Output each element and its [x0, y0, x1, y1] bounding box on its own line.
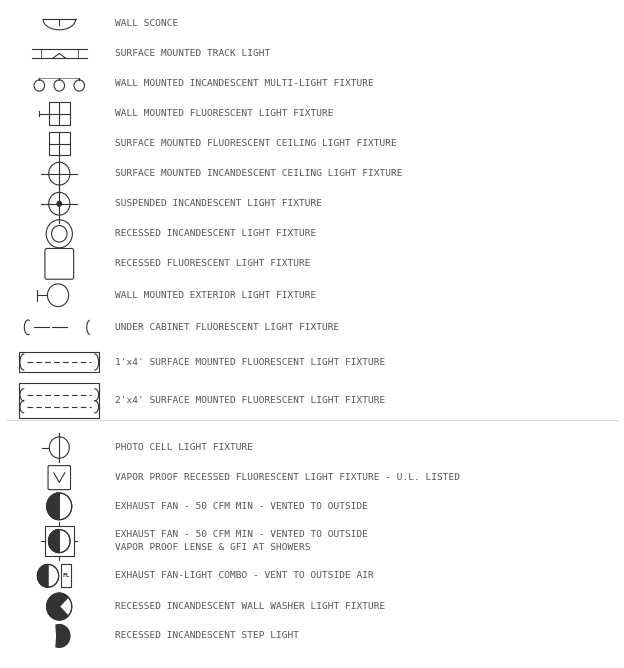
Polygon shape — [47, 493, 59, 520]
Circle shape — [49, 530, 70, 552]
Bar — [61, 564, 71, 587]
Text: SURFACE MOUNTED FLUORESCENT CEILING LIGHT FIXTURE: SURFACE MOUNTED FLUORESCENT CEILING LIGH… — [115, 139, 397, 148]
Text: UNDER CABINET FLUORESCENT LIGHT FIXTURE: UNDER CABINET FLUORESCENT LIGHT FIXTURE — [115, 323, 339, 332]
Text: SUSPENDED INCANDESCENT LIGHT FIXTURE: SUSPENDED INCANDESCENT LIGHT FIXTURE — [115, 199, 323, 208]
Text: WALL SCONCE: WALL SCONCE — [115, 19, 178, 28]
Circle shape — [47, 593, 72, 620]
Circle shape — [47, 493, 72, 520]
Text: RECESSED INCANDESCENT WALL WASHER LIGHT FIXTURE: RECESSED INCANDESCENT WALL WASHER LIGHT … — [115, 602, 386, 611]
Text: WALL MOUNTED EXTERIOR LIGHT FIXTURE: WALL MOUNTED EXTERIOR LIGHT FIXTURE — [115, 291, 317, 300]
Text: EXHAUST FAN-LIGHT COMBO - VENT TO OUTSIDE AIR: EXHAUST FAN-LIGHT COMBO - VENT TO OUTSID… — [115, 571, 374, 580]
Circle shape — [57, 201, 62, 206]
Bar — [49, 102, 70, 125]
Text: RECESSED INCANDESCENT LIGHT FIXTURE: RECESSED INCANDESCENT LIGHT FIXTURE — [115, 229, 317, 238]
Text: WALL MOUNTED FLUORESCENT LIGHT FIXTURE: WALL MOUNTED FLUORESCENT LIGHT FIXTURE — [115, 109, 334, 118]
Text: FL: FL — [62, 573, 70, 578]
Text: VAPOR PROOF RECESSED FLUORESCENT LIGHT FIXTURE - U.L. LISTED: VAPOR PROOF RECESSED FLUORESCENT LIGHT F… — [115, 473, 461, 482]
Text: EXHAUST FAN - 50 CFM MIN - VENTED TO OUTSIDE
VAPOR PROOF LENSE & GFI AT SHOWERS: EXHAUST FAN - 50 CFM MIN - VENTED TO OUT… — [115, 530, 368, 552]
Text: RECESSED FLUORESCENT LIGHT FIXTURE: RECESSED FLUORESCENT LIGHT FIXTURE — [115, 259, 311, 269]
Text: 1'x4' SURFACE MOUNTED FLUORESCENT LIGHT FIXTURE: 1'x4' SURFACE MOUNTED FLUORESCENT LIGHT … — [115, 357, 386, 367]
Text: PHOTO CELL LIGHT FIXTURE: PHOTO CELL LIGHT FIXTURE — [115, 443, 253, 452]
Bar — [19, 383, 99, 418]
Text: RECESSED INCANDESCENT STEP LIGHT: RECESSED INCANDESCENT STEP LIGHT — [115, 631, 300, 641]
Text: 2'x4' SURFACE MOUNTED FLUORESCENT LIGHT FIXTURE: 2'x4' SURFACE MOUNTED FLUORESCENT LIGHT … — [115, 396, 386, 405]
Bar — [45, 526, 74, 556]
Circle shape — [37, 564, 59, 587]
Text: EXHAUST FAN - 50 CFM MIN - VENTED TO OUTSIDE: EXHAUST FAN - 50 CFM MIN - VENTED TO OUT… — [115, 502, 368, 511]
Bar — [19, 352, 99, 372]
Text: WALL MOUNTED INCANDESCENT MULTI-LIGHT FIXTURE: WALL MOUNTED INCANDESCENT MULTI-LIGHT FI… — [115, 79, 374, 88]
Text: SURFACE MOUNTED TRACK LIGHT: SURFACE MOUNTED TRACK LIGHT — [115, 49, 271, 58]
Polygon shape — [56, 625, 70, 647]
Polygon shape — [37, 564, 48, 587]
Polygon shape — [47, 593, 68, 620]
Polygon shape — [49, 530, 59, 552]
Circle shape — [49, 625, 70, 647]
Bar — [49, 132, 70, 155]
Text: SURFACE MOUNTED INCANDESCENT CEILING LIGHT FIXTURE: SURFACE MOUNTED INCANDESCENT CEILING LIG… — [115, 169, 403, 178]
